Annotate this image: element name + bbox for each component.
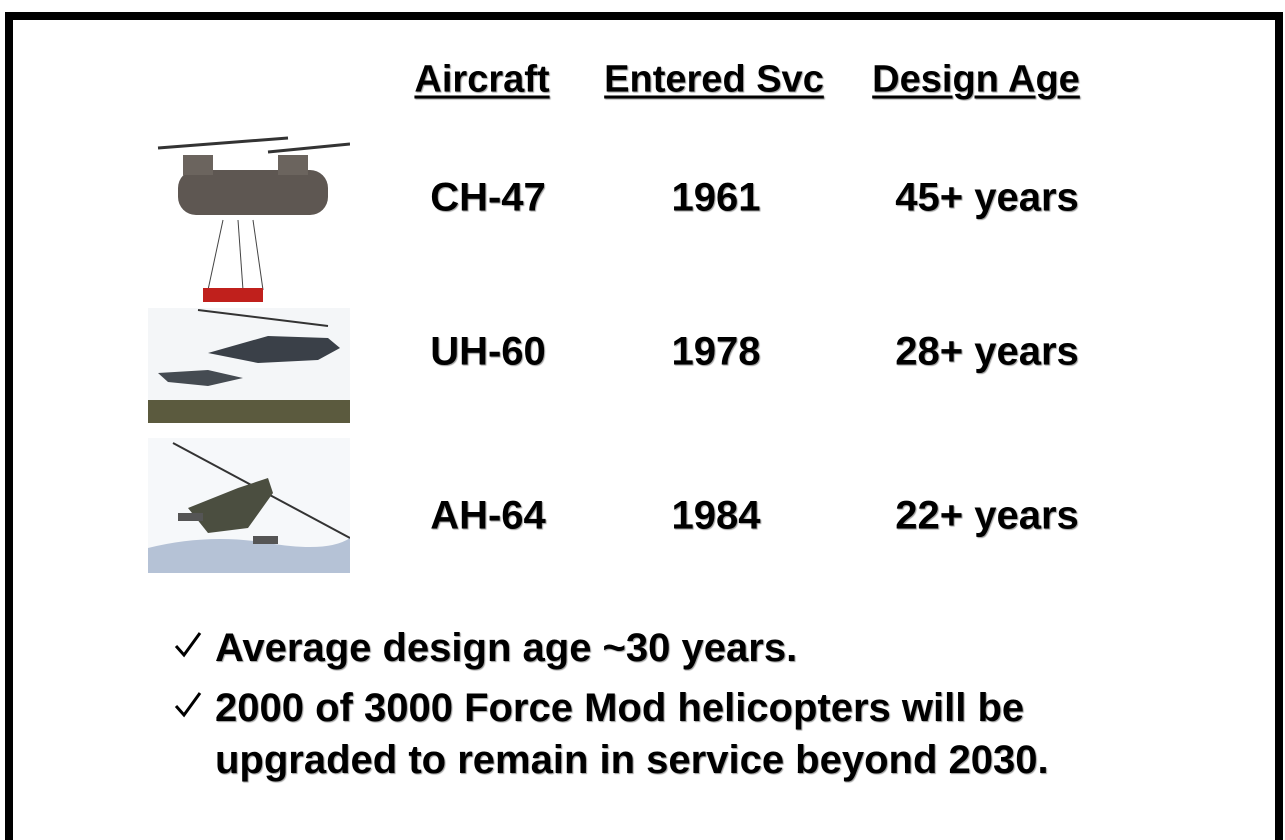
cell: 1961	[672, 176, 761, 221]
bullet: 2000 of 3000 Force Mod helicopters will …	[215, 682, 1115, 786]
check-icon	[172, 690, 204, 720]
check-icon	[172, 630, 204, 660]
header: Design Age	[872, 59, 1080, 102]
cell: UH-60	[430, 330, 546, 375]
cell: 22+ years	[895, 494, 1079, 539]
cell: 1978	[672, 330, 761, 375]
cell: 1984	[672, 494, 761, 539]
helicopter-image	[148, 438, 350, 573]
slide: Aircraft Entered Svc Design Age CH-47 19…	[0, 0, 1285, 816]
cell: AH-64	[430, 494, 546, 539]
cell: CH-47	[430, 176, 546, 221]
helicopter-image	[148, 130, 350, 305]
bullet: Average design age ~30 years.	[215, 622, 1115, 674]
header: Entered Svc	[604, 59, 824, 102]
cell: 45+ years	[895, 176, 1079, 221]
cell: 28+ years	[895, 330, 1079, 375]
helicopter-image	[148, 308, 350, 423]
header: Aircraft	[414, 59, 549, 102]
